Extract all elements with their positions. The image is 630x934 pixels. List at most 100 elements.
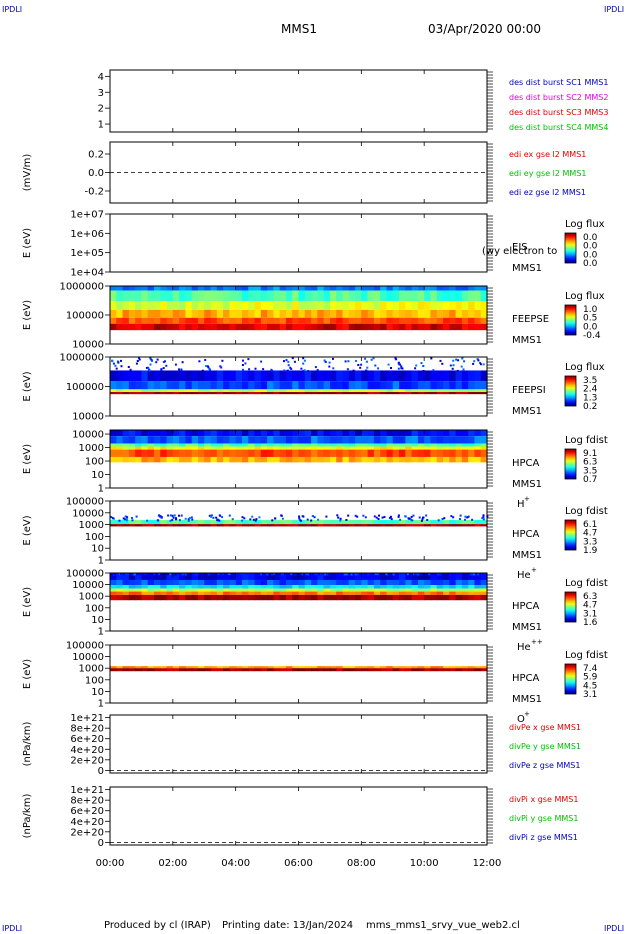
hpca-he-speckle — [131, 517, 133, 519]
hpca-h-spectrogram-cell — [116, 436, 124, 444]
hpca-hepp-spectrogram-cell — [329, 591, 337, 595]
hpca-o-spectrogram-cell — [304, 668, 312, 672]
hpca-hepp-spectrogram-cell — [172, 588, 180, 592]
feepsi-spectrogram-cell — [223, 389, 230, 393]
feepse-spectrogram-cell — [355, 317, 362, 324]
feepsi-spectrogram-cell — [323, 392, 331, 395]
eis-colorbar-tick-label: 0.0 — [583, 250, 598, 260]
hpca-h-spectrogram-cell — [417, 449, 425, 457]
feepsi-spectrogram-cell — [160, 370, 168, 382]
figure-title: MMS1 — [281, 22, 317, 36]
hpca-hepp-spectrogram-cell — [122, 573, 130, 580]
hpca-hepp-spectrogram-cell — [474, 594, 482, 601]
feepse-spectrogram-cell — [141, 323, 149, 331]
feepsi-speckle — [204, 359, 207, 361]
hpca-hepp-spectrogram-cell — [317, 591, 325, 595]
hpca-hepp-spectrogram-cell — [424, 594, 432, 601]
feepse-spectrogram-cell — [248, 323, 256, 331]
hpca-he-spacecraft-label: MMS1 — [512, 550, 542, 561]
hpca-h-spectrogram-cell — [285, 456, 293, 463]
hpca-h-spectrogram-cell — [323, 430, 331, 437]
hpca-h-spectrogram-cell — [185, 430, 193, 437]
hpca-h-spectrogram-cell — [248, 443, 256, 447]
feepse-spectrogram-cell — [329, 309, 337, 318]
feepsi-speckle — [365, 360, 368, 363]
feepse-spectrogram-cell — [342, 309, 350, 318]
feepsi-spectrogram-cell — [323, 370, 331, 382]
feepsi-spectrogram-cell — [411, 370, 419, 382]
hpca-he-spectrogram-cell — [323, 519, 331, 525]
feepsi-spectrogram-cell — [411, 381, 419, 390]
feepse-spectrogram-cell — [455, 290, 463, 302]
feepsi-spectrogram-cell — [367, 392, 375, 395]
hpca-hepp-spectrogram-cell — [179, 573, 186, 580]
feepse-spectrogram-cell — [455, 286, 463, 291]
hpca-he-spectrogram-cell — [141, 519, 149, 525]
hpca-h-spectrogram-cell — [474, 430, 482, 437]
feepse-spectrogram-cell — [204, 301, 212, 310]
hpca-o-y-tick-label: 10 — [91, 687, 104, 698]
feepse-spectrogram-cell — [386, 286, 394, 291]
feepsi-speckle — [328, 361, 331, 364]
feepse-spectrogram-cell — [292, 290, 300, 302]
feepsi-speckle — [398, 363, 401, 366]
feepsi-spectrogram-cell — [355, 381, 362, 390]
feepsi-speckle — [460, 365, 463, 368]
hpca-o-spectrogram-cell — [153, 666, 161, 669]
hpca-o-y-axis-title: E (eV) — [22, 659, 33, 689]
hpca-h-spectrogram-cell — [311, 456, 318, 463]
hpca-hepp-spectrogram-cell — [191, 594, 199, 601]
feepsi-spectrogram-cell — [449, 389, 457, 393]
hpca-hepp-spectrogram-cell — [424, 579, 432, 586]
hpca-o-spectrogram-cell — [141, 668, 149, 672]
hpca-he-spectrogram-cell — [160, 519, 168, 525]
hpca-h-spectrogram-cell — [348, 456, 356, 463]
hpca-h-spectrogram-cell — [147, 443, 155, 447]
feepsi-speckle — [283, 369, 286, 372]
hpca-h-spectrogram-cell — [311, 443, 318, 447]
hpca-hepp-spectrogram-cell — [436, 585, 444, 589]
hpca-hepp-spectrogram-cell — [449, 573, 457, 580]
hpca-he-speckle — [310, 519, 313, 522]
feepsi-speckle — [302, 370, 304, 373]
hpca-hepp-speckle — [305, 573, 308, 576]
hpca-o-spectrogram-cell — [323, 668, 331, 672]
feepsi-spectrogram-cell — [254, 381, 262, 390]
hpca-hepp-y-axis-title: E (eV) — [22, 587, 33, 617]
feepsi-spectrogram-cell — [273, 392, 281, 395]
feepsi-spectrogram-cell — [461, 389, 469, 393]
hpca-hepp-spectrogram-cell — [411, 594, 419, 601]
hpca-o-spectrogram-cell — [235, 666, 243, 669]
feepsi-speckle — [344, 360, 347, 363]
hpca-h-spectrogram-cell — [135, 446, 143, 450]
hpca-hepp-spectrogram-cell — [311, 585, 318, 589]
x-tick-label: 00:00 — [96, 858, 125, 869]
divpi-y-tick-label: 8e+20 — [70, 796, 104, 807]
feepsi-speckle — [112, 362, 115, 365]
feepse-spectrogram-cell — [267, 323, 274, 331]
hpca-hepp-spectrogram-cell — [417, 588, 425, 592]
feepsi-spectrogram-cell — [197, 389, 205, 393]
feepsi-spectrogram-cell — [355, 389, 362, 393]
feepsi-speckle — [346, 368, 349, 371]
hpca-h-spectrogram-cell — [361, 446, 369, 450]
feepse-colorbar-tick-label: 1.0 — [583, 305, 598, 315]
hpca-o-spectrogram-cell — [279, 666, 287, 669]
eis-y-tick-label: 1e+07 — [70, 210, 104, 221]
feepsi-spectrogram-cell — [141, 370, 149, 382]
hpca-h-spectrogram-cell — [311, 446, 318, 450]
feepse-spectrogram-cell — [449, 323, 457, 331]
feepsi-speckle — [181, 361, 184, 364]
hpca-hepp-spectrogram-cell — [329, 585, 337, 589]
hpca-hepp-spectrogram-cell — [160, 579, 168, 586]
hpca-he-speckle — [345, 519, 348, 521]
feepse-spectrogram-cell — [392, 317, 400, 324]
feepse-spectrogram-cell — [210, 290, 218, 302]
hpca-he-spectrogram-cell — [185, 519, 193, 525]
hpca-hepp-speckle — [266, 573, 269, 576]
feepse-spectrogram-cell — [160, 309, 168, 318]
feepse-spectrogram-cell — [110, 309, 117, 318]
feepsi-spectrogram-cell — [298, 381, 306, 390]
feepsi-spectrogram-cell — [430, 370, 438, 382]
hpca-he-speckle — [135, 515, 138, 518]
